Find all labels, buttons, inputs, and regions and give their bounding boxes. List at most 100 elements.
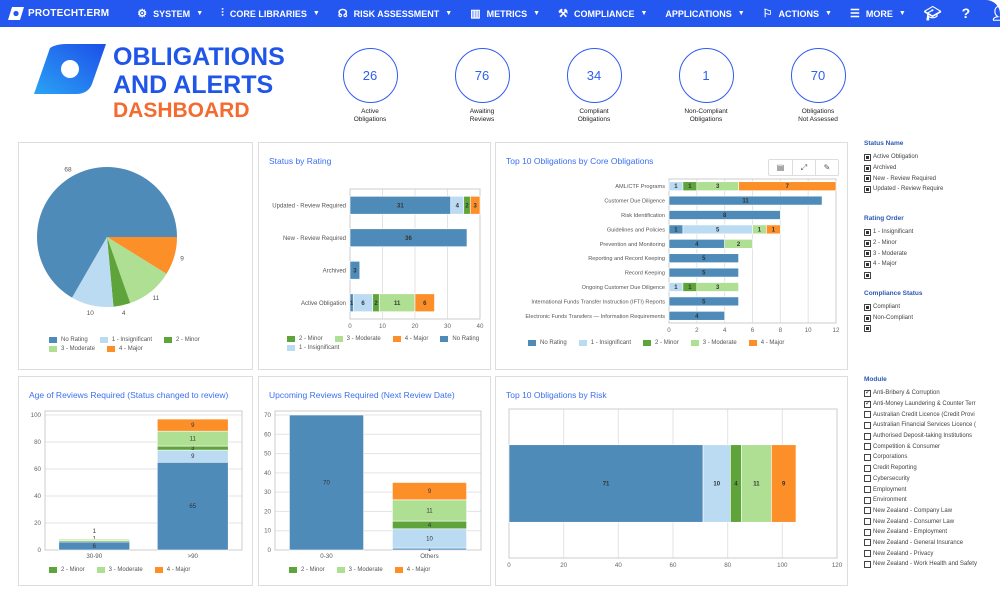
nav-core-libraries[interactable]: ⫶ CORE LIBRARIES ▼ <box>221 7 320 20</box>
checkbox[interactable] <box>864 153 871 161</box>
bar-segment[interactable] <box>702 444 731 523</box>
filter-checkbox-item[interactable]: New Zealand - Company Law <box>864 506 1000 517</box>
bar-segment[interactable] <box>58 538 131 541</box>
bar-segment[interactable] <box>414 293 435 312</box>
expand-icon[interactable]: ⤢ <box>792 160 815 175</box>
filter-checkbox-item[interactable]: Updated - Review Require <box>864 184 1000 195</box>
bar-segment[interactable] <box>349 228 468 247</box>
legend-item[interactable]: No Rating <box>440 336 479 342</box>
pie-slice[interactable] <box>37 167 177 298</box>
legend-item[interactable]: 3 - Moderate <box>336 567 383 573</box>
legend-item[interactable]: 2 - Minor <box>287 336 323 342</box>
bar-segment[interactable] <box>508 444 704 523</box>
checkbox[interactable] <box>864 453 871 461</box>
checkbox[interactable] <box>864 539 871 547</box>
legend-item[interactable]: 1 - Insignificant <box>99 337 152 343</box>
kpi-non-compliant-obligations[interactable]: 1 Non-Compliant Obligations <box>651 48 761 124</box>
legend-item[interactable]: 1 - Insignificant <box>287 345 339 351</box>
bar-segment[interactable] <box>668 296 739 307</box>
checkbox[interactable] <box>864 421 871 429</box>
nav-system[interactable]: ⚙ SYSTEM ▼ <box>137 7 203 20</box>
nav-applications[interactable]: APPLICATIONS ▼ <box>665 9 744 19</box>
filter-checkbox-item[interactable]: Non-Compliant <box>864 313 1000 324</box>
filter-checkbox-item[interactable] <box>864 323 1000 334</box>
filter-checkbox-item[interactable]: Australian Credit Licence (Credit Provi <box>864 409 1000 420</box>
bar-segment[interactable] <box>349 261 361 280</box>
legend-item[interactable]: 4 - Major <box>154 567 190 573</box>
checkbox[interactable] <box>864 239 871 247</box>
filter-checkbox-item[interactable]: Cybersecurity <box>864 474 1000 485</box>
checkbox[interactable] <box>864 303 871 311</box>
checkbox[interactable] <box>864 550 871 558</box>
bar-segment[interactable] <box>668 311 725 321</box>
bar-segment[interactable] <box>738 181 837 191</box>
bar-segment[interactable] <box>741 444 772 523</box>
filter-checkbox-item[interactable]: New Zealand - Consumer Law <box>864 516 1000 527</box>
bar-segment[interactable] <box>668 253 739 263</box>
pie-slice[interactable] <box>107 237 177 274</box>
filter-checkbox-item[interactable]: Corporations <box>864 452 1000 463</box>
checkbox[interactable] <box>864 228 871 236</box>
checkbox[interactable] <box>864 325 871 333</box>
legend-item[interactable]: No Rating <box>528 340 567 346</box>
filter-checkbox-item[interactable]: Compliant <box>864 302 1000 313</box>
checkbox[interactable] <box>864 486 871 494</box>
legend-item[interactable]: 3 - Moderate <box>334 336 381 342</box>
checkbox[interactable] <box>864 475 871 483</box>
checkbox[interactable] <box>864 388 871 397</box>
legend-item[interactable]: 4 - Major <box>392 336 428 342</box>
legend-item[interactable]: 2 - Minor <box>643 340 679 346</box>
checkbox[interactable] <box>864 175 871 183</box>
table-view-icon[interactable]: ▤ <box>776 163 785 172</box>
checkbox[interactable] <box>864 432 871 440</box>
filter-checkbox-item[interactable]: New - Review Required <box>864 173 1000 184</box>
checkbox[interactable] <box>864 399 871 408</box>
checkbox[interactable] <box>864 164 871 172</box>
checkbox[interactable] <box>864 185 871 193</box>
filter-checkbox-item[interactable]: Competition & Consumer <box>864 441 1000 452</box>
kpi-active-obligations[interactable]: 26 Active Obligations <box>315 48 425 124</box>
filter-checkbox-item[interactable]: Credit Reporting <box>864 463 1000 474</box>
filter-checkbox-item[interactable]: New Zealand - Privacy <box>864 548 1000 559</box>
bar-segment[interactable] <box>668 267 739 278</box>
bar-segment[interactable] <box>668 195 823 206</box>
brand-logo[interactable]: PROTECHT.ERM <box>8 7 109 20</box>
bar-segment[interactable] <box>766 224 781 235</box>
checkbox[interactable] <box>864 411 871 419</box>
bar-segment[interactable] <box>469 196 481 215</box>
legend-item[interactable]: 3 - Moderate <box>49 346 95 352</box>
checkbox[interactable] <box>864 314 871 322</box>
filter-checkbox-item[interactable]: New Zealand - Employment <box>864 527 1000 538</box>
legend-item[interactable]: 2 - Minor <box>289 567 325 573</box>
legend-item[interactable]: 4 - Major <box>748 340 784 346</box>
filter-checkbox-item[interactable]: Employment <box>864 484 1000 495</box>
legend-item[interactable]: 3 - Moderate <box>690 340 737 346</box>
checkbox[interactable] <box>864 560 871 568</box>
pie-slice[interactable] <box>107 237 167 304</box>
legend-item[interactable]: No Rating <box>49 337 88 343</box>
kpi-compliant-obligations[interactable]: 34 Compliant Obligations <box>539 48 649 124</box>
nav-more[interactable]: ☰ MORE ▼ <box>850 7 906 20</box>
checkbox[interactable] <box>864 464 871 472</box>
pie-slice[interactable] <box>72 237 114 307</box>
checkbox[interactable] <box>864 496 871 504</box>
pie-slice[interactable] <box>107 237 131 307</box>
bar-segment[interactable] <box>771 444 797 523</box>
bar-segment[interactable] <box>724 239 753 249</box>
checkbox[interactable] <box>864 507 871 515</box>
legend-item[interactable]: 3 - Moderate <box>96 567 143 573</box>
bar-segment[interactable] <box>668 210 781 220</box>
filter-checkbox-item[interactable]: New Zealand - General Insurance <box>864 538 1000 549</box>
nav-metrics[interactable]: ▥ METRICS ▼ <box>470 7 540 20</box>
bar-segment[interactable] <box>156 461 229 551</box>
filter-checkbox-item[interactable]: New Zealand - Work Health and Safety <box>864 559 1000 570</box>
checkbox[interactable] <box>864 250 871 258</box>
graduation-cap-icon[interactable]: 🎓︎ <box>923 5 942 21</box>
nav-actions[interactable]: ⚐ ACTIONS ▼ <box>763 7 832 20</box>
bar-segment[interactable] <box>696 282 739 292</box>
filter-checkbox-item[interactable]: Active Obligation <box>864 152 1000 163</box>
kpi-not-assessed[interactable]: 70 Obligations Not Assessed <box>763 48 873 124</box>
filter-checkbox-item[interactable]: Archived <box>864 163 1000 174</box>
nav-compliance[interactable]: ⚒ COMPLIANCE ▼ <box>558 7 647 20</box>
filter-checkbox-item[interactable]: 3 - Moderate <box>864 248 1000 259</box>
